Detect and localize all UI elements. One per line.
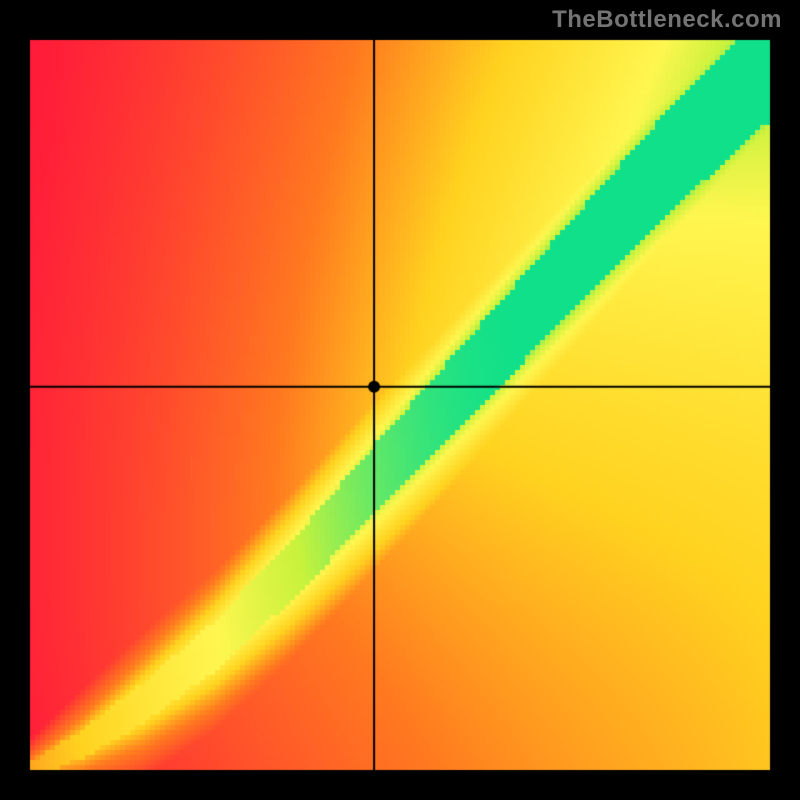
bottleneck-heatmap <box>0 0 800 800</box>
watermark-text: TheBottleneck.com <box>552 6 782 34</box>
chart-container: TheBottleneck.com <box>0 0 800 800</box>
